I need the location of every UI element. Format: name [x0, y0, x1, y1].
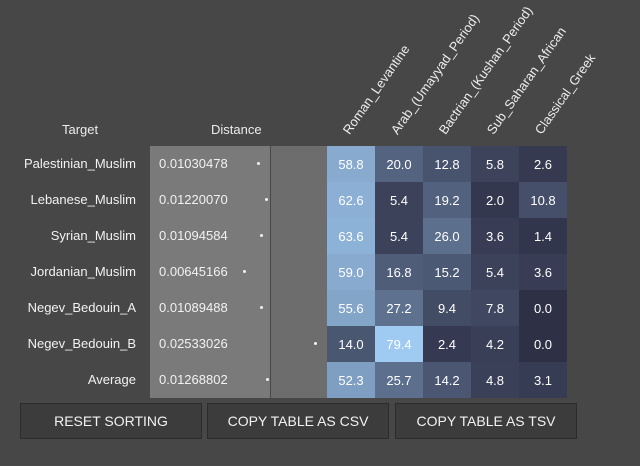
heatmap-cell: 19.2: [423, 182, 471, 218]
heatmap-cell: 79.4: [375, 326, 423, 362]
heatmap-cell: 2.6: [519, 146, 567, 182]
row-distance-value: 0.01268802: [159, 372, 228, 387]
row-target-label: Syrian_Muslim: [50, 228, 136, 243]
row-target-label: Palestinian_Muslim: [24, 156, 136, 171]
row-target-label: Average: [87, 372, 136, 387]
distance-dot: [314, 342, 317, 345]
row-distance-value: 0.01030478: [159, 156, 228, 171]
distance-panel: [150, 146, 270, 398]
column-header-bactrian-kushan[interactable]: Bactrian_(Kushan_Period): [435, 3, 536, 138]
distance-dot: [266, 378, 270, 381]
heatmap-cell: 0.0: [519, 290, 567, 326]
row-distance-value: 0.00645166: [159, 264, 228, 279]
heatmap-cell: 12.8: [423, 146, 471, 182]
row-distance-value: 0.01094584: [159, 228, 228, 243]
copy-csv-button[interactable]: COPY TABLE AS CSV: [207, 403, 389, 439]
heatmap-cell: 59.0: [327, 254, 375, 290]
heatmap-cell: 27.2: [375, 290, 423, 326]
heatmap-cell: 9.4: [423, 290, 471, 326]
heatmap-cell: 63.6: [327, 218, 375, 254]
row-target-label: Lebanese_Muslim: [30, 192, 136, 207]
distance-dot: [259, 306, 263, 309]
row-distance-value: 0.02533026: [159, 336, 228, 351]
heatmap-cell: 2.0: [471, 182, 519, 218]
heatmap-cell: 3.1: [519, 362, 567, 398]
heatmap-cell: 1.4: [519, 218, 567, 254]
distance-plot-panel: [271, 146, 327, 398]
heatmap-cell: 25.7: [375, 362, 423, 398]
heatmap-cell: 5.4: [375, 182, 423, 218]
heatmap-cell: 5.8: [471, 146, 519, 182]
column-header-arab-umayyad[interactable]: Arab_(Umayyad_Period): [387, 11, 483, 137]
heatmap-cell: 14.2: [423, 362, 471, 398]
heatmap-cell: 5.4: [375, 218, 423, 254]
heatmap-cell: 62.6: [327, 182, 375, 218]
heatmap-cell: 58.8: [327, 146, 375, 182]
row-distance-value: 0.01220070: [159, 192, 228, 207]
distance-column-header[interactable]: Distance: [211, 122, 262, 137]
heatmap-cell: 14.0: [327, 326, 375, 362]
heatmap-cell: 7.8: [471, 290, 519, 326]
target-column-header[interactable]: Target: [62, 122, 99, 137]
heatmap-cell: 2.4: [423, 326, 471, 362]
heatmap-cell: 20.0: [375, 146, 423, 182]
distance-dot: [264, 198, 268, 201]
heatmap-cell: 16.8: [375, 254, 423, 290]
row-target-label: Negev_Bedouin_A: [27, 300, 136, 315]
heatmap-cell: 15.2: [423, 254, 471, 290]
distance-dot: [243, 270, 246, 273]
row-distance-value: 0.01089488: [159, 300, 228, 315]
reset-sorting-button[interactable]: RESET SORTING: [20, 403, 202, 439]
row-target-label: Jordanian_Muslim: [30, 264, 137, 279]
copy-tsv-button[interactable]: COPY TABLE AS TSV: [395, 403, 577, 439]
heatmap-cell: 3.6: [519, 254, 567, 290]
heatmap-cell: 4.2: [471, 326, 519, 362]
distance-dot: [257, 162, 261, 165]
heatmap-cell: 3.6: [471, 218, 519, 254]
heatmap-cell: 10.8: [519, 182, 567, 218]
distance-dot: [259, 234, 263, 237]
row-target-label: Negev_Bedouin_B: [27, 336, 136, 351]
heatmap-cell: 0.0: [519, 326, 567, 362]
heatmap-cell: 52.3: [327, 362, 375, 398]
heatmap-cell: 55.6: [327, 290, 375, 326]
heatmap-cell: 4.8: [471, 362, 519, 398]
heatmap-cell: 26.0: [423, 218, 471, 254]
heatmap-cell: 5.4: [471, 254, 519, 290]
